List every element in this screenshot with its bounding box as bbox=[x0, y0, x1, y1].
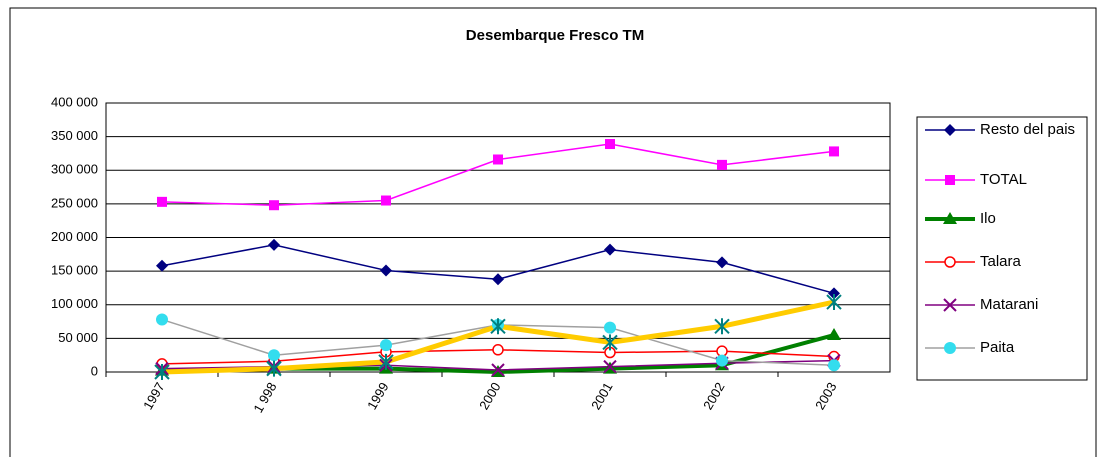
data-point bbox=[604, 321, 616, 334]
x-tick-label: 1999 bbox=[364, 380, 391, 413]
chart-title: Desembarque Fresco TM bbox=[466, 27, 644, 44]
data-point bbox=[378, 353, 394, 370]
data-point bbox=[266, 360, 282, 377]
data-point bbox=[827, 328, 841, 341]
data-point bbox=[602, 334, 618, 351]
legend-marker bbox=[943, 212, 957, 224]
y-tick-label: 350 000 bbox=[51, 128, 98, 143]
legend-label: Paita bbox=[980, 339, 1015, 356]
legend-box bbox=[916, 116, 1088, 381]
legend-label: Ilo bbox=[980, 210, 996, 227]
legend-label: Resto del pais bbox=[980, 121, 1075, 138]
y-tick-label: 250 000 bbox=[51, 195, 98, 210]
legend-marker bbox=[944, 256, 956, 268]
data-point bbox=[605, 139, 615, 150]
x-tick-label: 2001 bbox=[588, 380, 615, 413]
x-tick-label: 1 998 bbox=[250, 380, 279, 416]
series-line bbox=[161, 143, 835, 206]
chart-frame bbox=[9, 7, 1097, 457]
x-tick-label: 2002 bbox=[700, 380, 727, 413]
data-point bbox=[491, 363, 505, 377]
x-tick-label: 1997 bbox=[140, 380, 167, 413]
data-point bbox=[492, 273, 504, 286]
y-tick-label: 50 000 bbox=[58, 330, 98, 345]
x-tick-label: 2003 bbox=[812, 380, 839, 413]
data-point bbox=[381, 195, 391, 206]
legend-marker bbox=[944, 124, 956, 136]
data-point bbox=[493, 154, 503, 165]
data-point bbox=[716, 354, 728, 367]
data-point bbox=[157, 196, 167, 207]
legend-label: TOTAL bbox=[980, 171, 1027, 188]
data-point bbox=[156, 259, 168, 272]
data-point bbox=[269, 200, 279, 211]
x-tick-label: 2000 bbox=[476, 380, 503, 413]
data-point bbox=[380, 264, 392, 277]
data-point bbox=[268, 349, 280, 362]
data-point bbox=[156, 313, 168, 326]
data-point bbox=[826, 294, 842, 311]
data-point bbox=[828, 359, 840, 372]
data-point bbox=[829, 146, 839, 157]
data-point bbox=[714, 318, 730, 335]
legend-marker bbox=[944, 342, 956, 354]
data-point bbox=[603, 359, 617, 374]
data-point bbox=[268, 238, 280, 251]
y-tick-label: 0 bbox=[91, 363, 98, 378]
series-line bbox=[161, 244, 835, 295]
legend-marker bbox=[945, 175, 955, 185]
y-tick-label: 300 000 bbox=[51, 162, 98, 177]
legend-label: Talara bbox=[980, 253, 1022, 270]
data-point bbox=[604, 243, 616, 256]
y-tick-label: 100 000 bbox=[51, 296, 98, 311]
legend-label: Matarani bbox=[980, 296, 1038, 313]
legend-marker bbox=[943, 298, 957, 312]
y-tick-label: 400 000 bbox=[51, 94, 98, 109]
data-point bbox=[828, 287, 840, 300]
data-point bbox=[154, 364, 170, 380]
data-point bbox=[380, 339, 392, 352]
data-point bbox=[717, 159, 727, 170]
y-tick-label: 200 000 bbox=[51, 229, 98, 244]
data-point bbox=[716, 256, 728, 269]
data-point bbox=[490, 318, 506, 335]
data-point bbox=[492, 344, 504, 356]
y-tick-label: 150 000 bbox=[51, 263, 98, 278]
